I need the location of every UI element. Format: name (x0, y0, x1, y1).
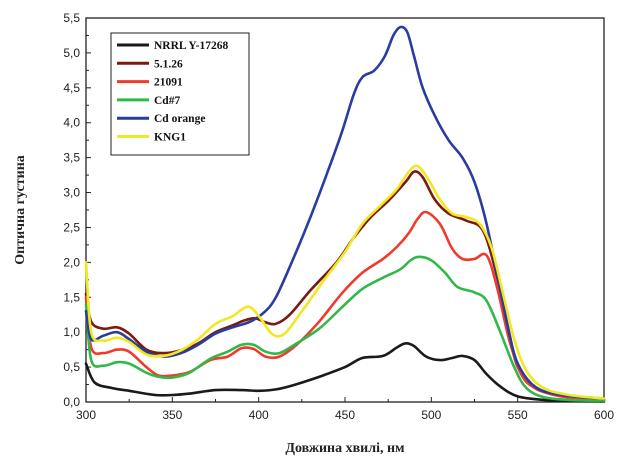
y-tick-label: 4,0 (63, 116, 80, 130)
legend-label: Cd#7 (154, 95, 180, 107)
y-tick-label: 3,0 (63, 186, 80, 200)
y-axis-title: Оптична густина (13, 155, 28, 265)
y-tick-label: 4,5 (63, 81, 80, 95)
x-tick-label: 450 (335, 408, 355, 422)
legend: NRRL Y-17268 5.1.26 21091 Cd#7 Cd orange KNG1 (110, 32, 250, 156)
x-tick-label: 500 (421, 408, 441, 422)
x-tick-label: 350 (162, 408, 182, 422)
y-tick-label: 0,5 (63, 360, 80, 374)
y-tick-label: 5,5 (63, 11, 80, 25)
legend-label: Cd orange (154, 113, 205, 125)
y-tick-label: 1,5 (63, 290, 80, 304)
series-line (84, 255, 606, 402)
tick-labels: 300 350 400 450 500 550 600 0,0 0,5 1,0 1,5 2,0 2,5 3… (63, 11, 614, 422)
x-tick-label: 400 (249, 408, 269, 422)
y-tick-label: 5,0 (63, 46, 80, 60)
series-line (84, 170, 606, 401)
series-line (84, 164, 606, 400)
y-tick-label: 3,5 (63, 151, 80, 165)
y-tick-label: 2,0 (63, 255, 80, 269)
series-line (84, 210, 606, 402)
x-axis-title: Довжина хвилі, нм (285, 441, 405, 456)
x-tick-label: 600 (594, 408, 614, 422)
legend-label: 21091 (154, 77, 183, 89)
x-tick-label: 300 (76, 408, 96, 422)
y-tick-label: 2,5 (63, 220, 80, 234)
series-line (84, 342, 606, 403)
legend-label: 5.1.26 (154, 58, 183, 70)
legend-label: NRRL Y-17268 (154, 40, 228, 52)
x-tick-label: 550 (508, 408, 528, 422)
y-tick-label: 1,0 (63, 325, 80, 339)
legend-label: KNG1 (154, 132, 186, 144)
legend-box (110, 32, 250, 156)
y-tick-label: 0,0 (63, 395, 80, 409)
series-layer (84, 25, 606, 403)
